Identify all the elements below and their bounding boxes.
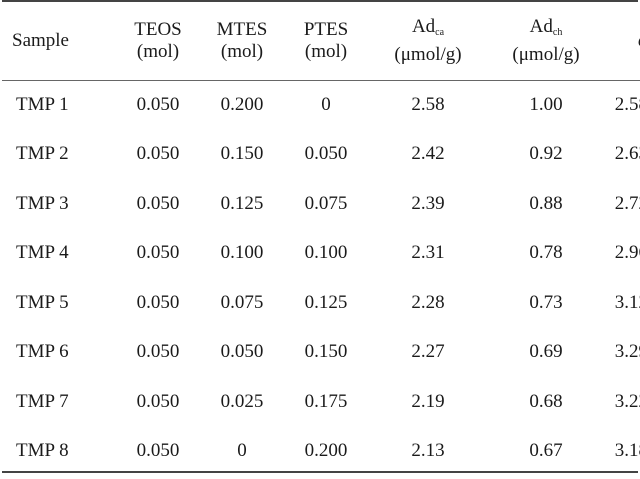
table-row: TMP 7 0.050 0.025 0.175 2.19 0.68 3.22 [2,377,640,427]
cell-mtes: 0.050 [220,341,264,363]
header-adch-unit: (μmol/g) [512,43,580,65]
cell-adch: 0.73 [529,291,563,313]
cell-adch: 0.67 [529,440,563,462]
cell-adca: 2.39 [411,192,445,214]
cell-mtes: 0.025 [220,390,264,412]
cell-adch: 0.78 [529,242,563,264]
table-header: Sample TEOS (mol) MTES (mol) PTES (mol) … [2,2,640,81]
cell-ptes: 0.175 [304,390,348,412]
cell-mtes: 0 [237,440,247,462]
cell-sample: TMP 6 [16,341,69,363]
cell-ptes: 0 [321,94,331,115]
header-mtes-name: MTES [216,18,268,40]
cell-sample: TMP 3 [16,192,69,214]
cell-alpha: 2.72 [614,192,640,214]
header-teos: TEOS (mol) [116,2,200,81]
cell-adca: 2.58 [411,94,445,115]
header-alpha: α [604,2,640,81]
header-adca-unit: (μmol/g) [394,43,462,65]
header-row: Sample TEOS (mol) MTES (mol) PTES (mol) … [2,2,640,81]
header-ptes: PTES (mol) [284,2,368,81]
cell-sample: TMP 4 [16,242,69,264]
cell-adca: 2.27 [411,341,445,363]
cell-adca: 2.19 [411,390,445,412]
cell-adch: 0.92 [529,143,563,165]
header-ptes-name: PTES [303,18,349,40]
cell-teos: 0.050 [136,440,180,462]
header-mtes: MTES (mol) [200,2,284,81]
cell-ptes: 0.100 [304,242,348,264]
cell-alpha: 2.63 [614,143,640,165]
cell-ptes: 0.200 [304,440,348,462]
cell-adch: 0.88 [529,192,563,214]
header-adca-sub: ca [435,26,445,38]
cell-adca: 2.31 [411,242,445,264]
cell-adca: 2.28 [411,291,445,313]
table-row: TMP 2 0.050 0.150 0.050 2.42 0.92 2.63 [2,130,640,180]
cell-alpha: 3.12 [614,291,640,313]
table-row: TMP 4 0.050 0.100 0.100 2.31 0.78 2.96 [2,229,640,279]
cell-alpha: 2.58 [614,94,640,115]
header-adca-base: Ad [411,15,436,37]
cell-mtes: 0.125 [220,192,264,214]
cell-teos: 0.050 [136,143,180,165]
cell-adch: 0.68 [529,390,563,412]
cell-sample: TMP 2 [16,143,69,165]
cell-ptes: 0.075 [304,192,348,214]
cell-teos: 0.050 [136,192,180,214]
table-row: TMP 5 0.050 0.075 0.125 2.28 0.73 3.12 [2,278,640,328]
header-alpha-symbol: α [638,30,640,51]
cell-sample: TMP 7 [16,390,69,412]
cell-ptes: 0.125 [304,291,348,313]
header-ptes-unit: (mol) [304,40,348,62]
header-teos-unit: (mol) [136,40,180,62]
table-row: TMP 6 0.050 0.050 0.150 2.27 0.69 3.29 [2,328,640,378]
header-sample: Sample [2,2,116,81]
cell-mtes: 0.100 [220,242,264,264]
header-adch-base: Ad [529,15,553,37]
cell-adch: 0.69 [529,341,563,363]
cell-sample: TMP 5 [16,291,69,313]
cell-alpha: 3.29 [614,341,640,363]
header-mtes-unit: (mol) [220,40,264,62]
header-adch-sub: ch [552,26,563,38]
cell-mtes: 0.150 [220,143,264,165]
header-adca-name: Adca [368,16,488,44]
cell-adca: 2.42 [411,143,445,165]
cell-sample: TMP 8 [16,440,69,462]
header-teos-name: TEOS [134,18,182,40]
cell-alpha: 3.18 [614,440,640,462]
cell-sample: TMP 1 [16,94,69,115]
cell-teos: 0.050 [136,341,180,363]
header-adca: Adca (μmol/g) [368,2,488,81]
table-row: TMP 8 0.050 0 0.200 2.13 0.67 3.18 [2,427,640,477]
cell-ptes: 0.150 [304,341,348,363]
table-row: TMP 1 0.050 0.200 0 2.58 1.00 2.58 [2,80,640,130]
cell-ptes: 0.050 [304,143,348,165]
cell-teos: 0.050 [136,390,180,412]
cell-mtes: 0.200 [220,94,264,115]
cell-teos: 0.050 [136,291,180,313]
cell-teos: 0.050 [136,242,180,264]
header-adch: Adch (μmol/g) [488,2,604,81]
cell-alpha: 3.22 [614,390,640,412]
table-row: TMP 3 0.050 0.125 0.075 2.39 0.88 2.72 [2,179,640,229]
cell-alpha: 2.96 [614,242,640,264]
table-body: TMP 1 0.050 0.200 0 2.58 1.00 2.58 TMP 2 0.050 0.… [2,80,640,476]
cell-adca: 2.13 [411,440,445,462]
cell-adch: 1.00 [529,94,563,115]
header-adch-name: Adch [488,16,604,44]
cell-mtes: 0.075 [220,291,264,313]
cell-teos: 0.050 [136,94,180,115]
